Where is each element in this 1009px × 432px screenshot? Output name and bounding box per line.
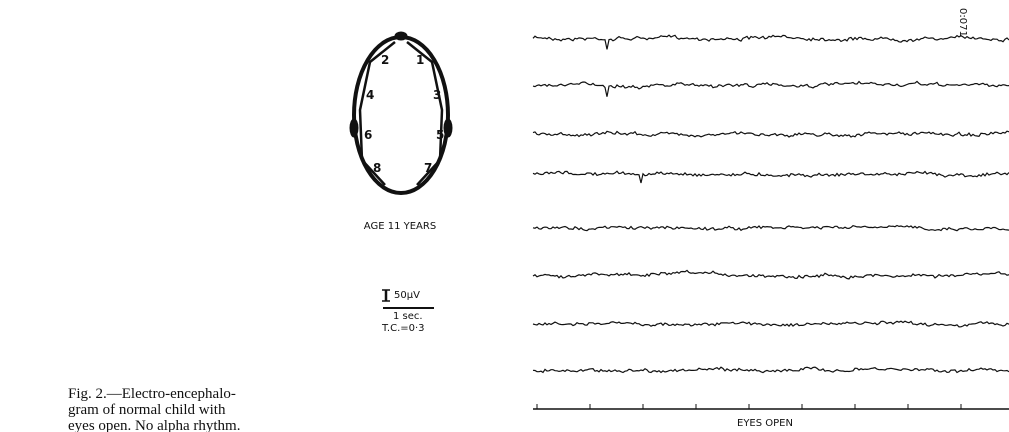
eeg-trace — [533, 131, 1009, 137]
eeg-trace — [533, 171, 1009, 183]
time-constant: T.C.=0·3 — [381, 323, 425, 334]
caption-line: eyes open. No alpha rhythm. — [68, 418, 240, 432]
electrode-number: 6 — [364, 128, 372, 142]
eeg-traces — [533, 35, 1009, 372]
electrode-number: 8 — [373, 161, 381, 175]
eeg-trace — [533, 81, 1009, 96]
trace-marker: 0:071 — [957, 8, 968, 37]
time-scale: 1 sec. — [393, 311, 423, 322]
eeg-trace — [533, 35, 1009, 49]
caption-line: gram of normal child with — [68, 402, 226, 418]
electrode-number: 2 — [381, 53, 389, 67]
head-diagram — [350, 32, 452, 193]
eeg-trace — [533, 270, 1009, 279]
figure: Fig. 2.—Electro-encephalo- gram of norma… — [0, 0, 1009, 432]
eeg-trace — [533, 226, 1009, 231]
trace-label: EYES OPEN — [737, 418, 793, 429]
electrode-number: 3 — [433, 88, 441, 102]
amplitude-scale: 50µV — [394, 290, 420, 301]
eeg-trace — [533, 321, 1009, 327]
time-axis — [533, 404, 1009, 409]
age-label: AGE 11 YEARS — [364, 221, 436, 232]
electrode-number: 7 — [424, 161, 432, 175]
electrode-number: 1 — [416, 53, 424, 67]
eeg-trace — [533, 367, 1009, 373]
electrode-number: 4 — [366, 88, 374, 102]
caption-line: Fig. 2.—Electro-encephalo- — [68, 386, 236, 402]
electrode-number: 5 — [436, 128, 444, 142]
